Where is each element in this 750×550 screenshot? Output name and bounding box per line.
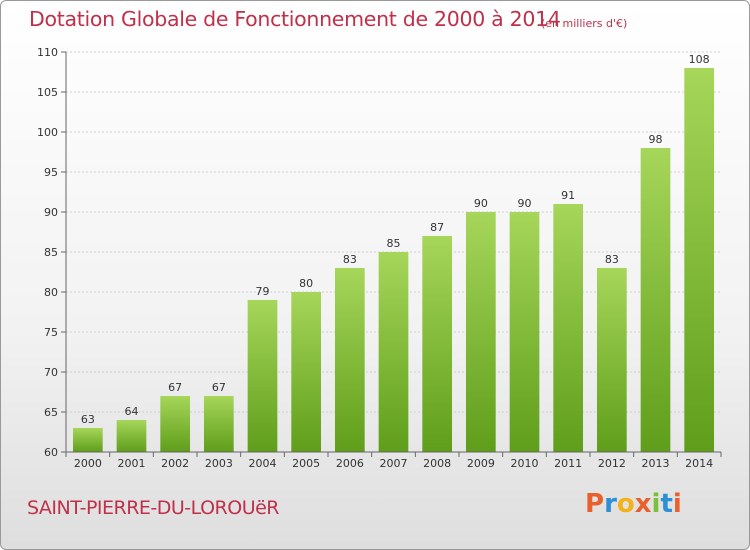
x-tick-label: 2006 <box>336 457 364 470</box>
y-tick-label: 90 <box>44 206 58 219</box>
bar <box>378 252 409 452</box>
bar-value-label: 108 <box>689 53 710 66</box>
bar-value-label: 79 <box>256 285 270 298</box>
bar <box>72 428 103 452</box>
x-tick-label: 2013 <box>642 457 670 470</box>
chart-subtitle: (en milliers d'€) <box>541 17 628 30</box>
x-tick-label: 2001 <box>118 457 146 470</box>
bar <box>116 420 147 452</box>
logo-letter: o <box>616 489 635 519</box>
logo-letter: r <box>604 489 617 519</box>
bar-value-label: 85 <box>387 237 401 250</box>
logo-letter: i <box>672 489 682 519</box>
bar <box>553 204 584 452</box>
bar-value-label: 64 <box>125 405 139 418</box>
y-tick-label: 85 <box>44 246 58 259</box>
y-tick-label: 65 <box>44 406 58 419</box>
y-tick-label: 100 <box>37 126 58 139</box>
logo-letter: i <box>651 489 661 519</box>
bar-value-label: 83 <box>343 253 357 266</box>
y-tick-label: 75 <box>44 326 58 339</box>
bar <box>684 68 715 452</box>
x-tick-label: 2004 <box>249 457 277 470</box>
logo-letter: x <box>634 489 652 519</box>
bar-value-label: 90 <box>474 197 488 210</box>
x-tick-label: 2014 <box>685 457 713 470</box>
axes: 60 65 70 75 80 85 90 95 100 105 110 2000 2001 2002 200… <box>37 46 722 470</box>
y-tick-label: 110 <box>37 46 58 59</box>
bar <box>640 148 671 452</box>
logo-letter: P <box>585 489 605 519</box>
bar-value-label: 63 <box>81 413 95 426</box>
x-tick-label: 2002 <box>161 457 189 470</box>
logo-letter: t <box>660 489 673 519</box>
bar-value-label: 91 <box>561 189 575 202</box>
bar-value-label: 67 <box>168 381 182 394</box>
bar <box>465 212 496 452</box>
x-tick-label: 2003 <box>205 457 233 470</box>
bar-value-label: 87 <box>430 221 444 234</box>
bars: 63 64 67 67 79 80 83 85 87 90 90 91 83 98 108 <box>72 53 715 452</box>
x-tick-label: 2000 <box>74 457 102 470</box>
bar <box>291 292 322 452</box>
commune-name: SAINT-PIERRE-DU-LOROUëR <box>27 497 280 519</box>
bar <box>160 396 191 452</box>
y-tick-label: 60 <box>44 446 58 459</box>
x-tick-label: 2008 <box>423 457 451 470</box>
bar-value-label: 90 <box>518 197 532 210</box>
bar <box>247 300 278 452</box>
x-tick-label: 2009 <box>467 457 495 470</box>
x-tick-label: 2005 <box>292 457 320 470</box>
y-tick-label: 80 <box>44 286 58 299</box>
y-tick-label: 70 <box>44 366 58 379</box>
bar <box>334 268 365 452</box>
bar <box>422 236 453 452</box>
y-tick-label: 105 <box>37 86 58 99</box>
bar-value-label: 80 <box>299 277 313 290</box>
bar <box>509 212 540 452</box>
proxiti-logo[interactable]: Proxiti <box>585 489 682 519</box>
x-tick-label: 2012 <box>598 457 626 470</box>
x-tick-label: 2007 <box>380 457 408 470</box>
bar-value-label: 67 <box>212 381 226 394</box>
chart-title: Dotation Globale de Fonctionnement de 20… <box>29 7 561 31</box>
bar <box>203 396 234 452</box>
bar-value-label: 83 <box>605 253 619 266</box>
bar-value-label: 98 <box>649 133 663 146</box>
x-tick-label: 2011 <box>554 457 582 470</box>
bar <box>596 268 627 452</box>
x-tick-label: 2010 <box>511 457 539 470</box>
y-tick-label: 95 <box>44 166 58 179</box>
